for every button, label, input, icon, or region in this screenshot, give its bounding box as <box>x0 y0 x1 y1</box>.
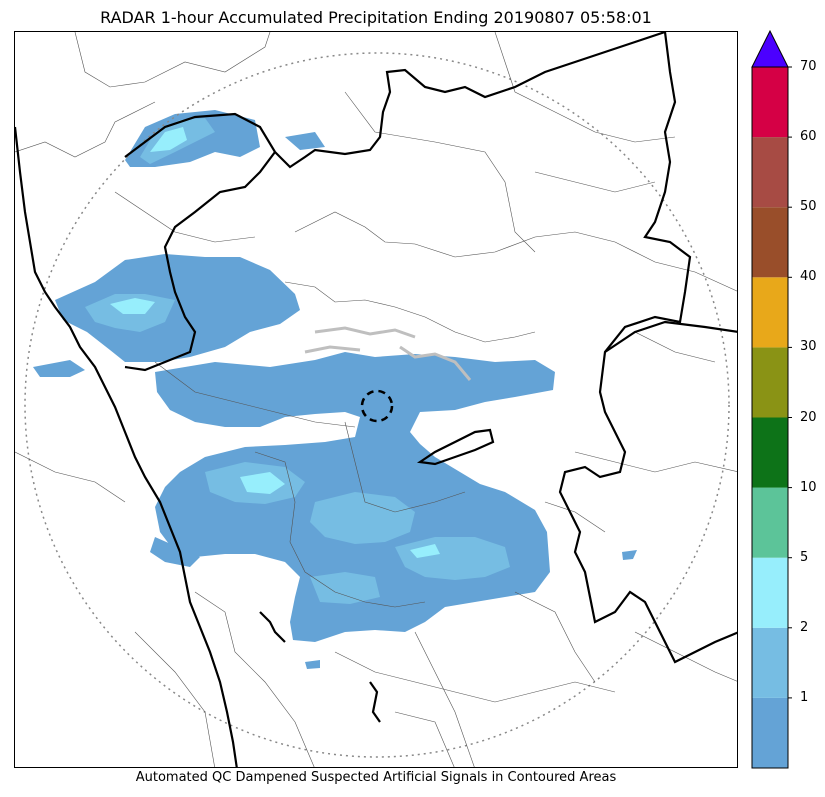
colorbar-tick-label: 70 <box>800 59 817 74</box>
colorbar-bin-8 <box>752 137 788 208</box>
colorbar-tick-label: 5 <box>800 549 809 565</box>
radar-map-canvas <box>15 32 737 767</box>
colorbar-bin-6 <box>752 277 788 348</box>
colorbar-tick-label: 30 <box>800 339 817 355</box>
radar-site-marker <box>360 389 394 423</box>
state-border-south-hook <box>259 611 286 643</box>
qc-contour-2 <box>399 345 472 381</box>
precip-patch-south <box>310 572 380 604</box>
precip-area-southwest <box>150 537 200 567</box>
colorbar-tick-label: 2 <box>800 619 809 635</box>
colorbar-bin-1 <box>752 627 788 698</box>
range-ring <box>24 52 730 758</box>
colorbar <box>751 29 792 769</box>
precip-core-north <box>150 127 187 152</box>
state-boundaries <box>15 32 737 767</box>
state-border-enclave <box>416 428 495 466</box>
qc-contour-1 <box>314 326 416 339</box>
precip-area-south-small <box>305 660 320 669</box>
colorbar-bin-2 <box>752 557 788 628</box>
precip-core-west <box>110 298 155 314</box>
map-title: RADAR 1-hour Accumulated Precipitation E… <box>100 8 652 27</box>
district-boundaries <box>15 32 737 767</box>
qc-dampened-contours <box>304 326 472 381</box>
colorbar-bin-5 <box>752 347 788 418</box>
colorbar-bin-9 <box>752 67 788 138</box>
precip-area-east-small <box>622 550 637 560</box>
state-border-coast <box>15 126 238 767</box>
precip-patch-central <box>310 492 415 544</box>
state-border-north <box>124 32 666 169</box>
colorbar-tick-label: 60 <box>800 129 817 145</box>
qc-contour-3 <box>304 345 361 354</box>
precip-core-southeast <box>410 544 440 558</box>
colorbar-bin-4 <box>752 417 788 488</box>
state-border-south-small <box>369 681 381 723</box>
state-border-east-inner <box>604 320 737 353</box>
state-border-east <box>558 32 737 664</box>
precip-area-west <box>55 254 300 362</box>
colorbar-bin-0 <box>752 697 788 768</box>
precip-area-west-strip <box>33 360 85 377</box>
precip-core-central-west <box>240 472 285 494</box>
colorbar-tick-label: 1 <box>800 689 809 705</box>
colorbar-canvas <box>751 29 792 769</box>
precip-areas-heavy <box>110 127 440 558</box>
colorbar-tick-label: 10 <box>800 479 817 495</box>
colorbar-bin-7 <box>752 207 788 278</box>
radar-map <box>14 31 738 768</box>
colorbar-tick-label: 40 <box>800 269 817 285</box>
colorbar-extend-arrow <box>751 29 789 68</box>
precip-area-northeast-small <box>285 132 325 150</box>
state-border-north-west <box>124 151 276 372</box>
colorbar-bin-3 <box>752 487 788 558</box>
colorbar-tick-label: 20 <box>800 409 817 425</box>
colorbar-tick-label: 50 <box>800 199 817 215</box>
map-caption: Automated QC Dampened Suspected Artifici… <box>135 770 617 785</box>
